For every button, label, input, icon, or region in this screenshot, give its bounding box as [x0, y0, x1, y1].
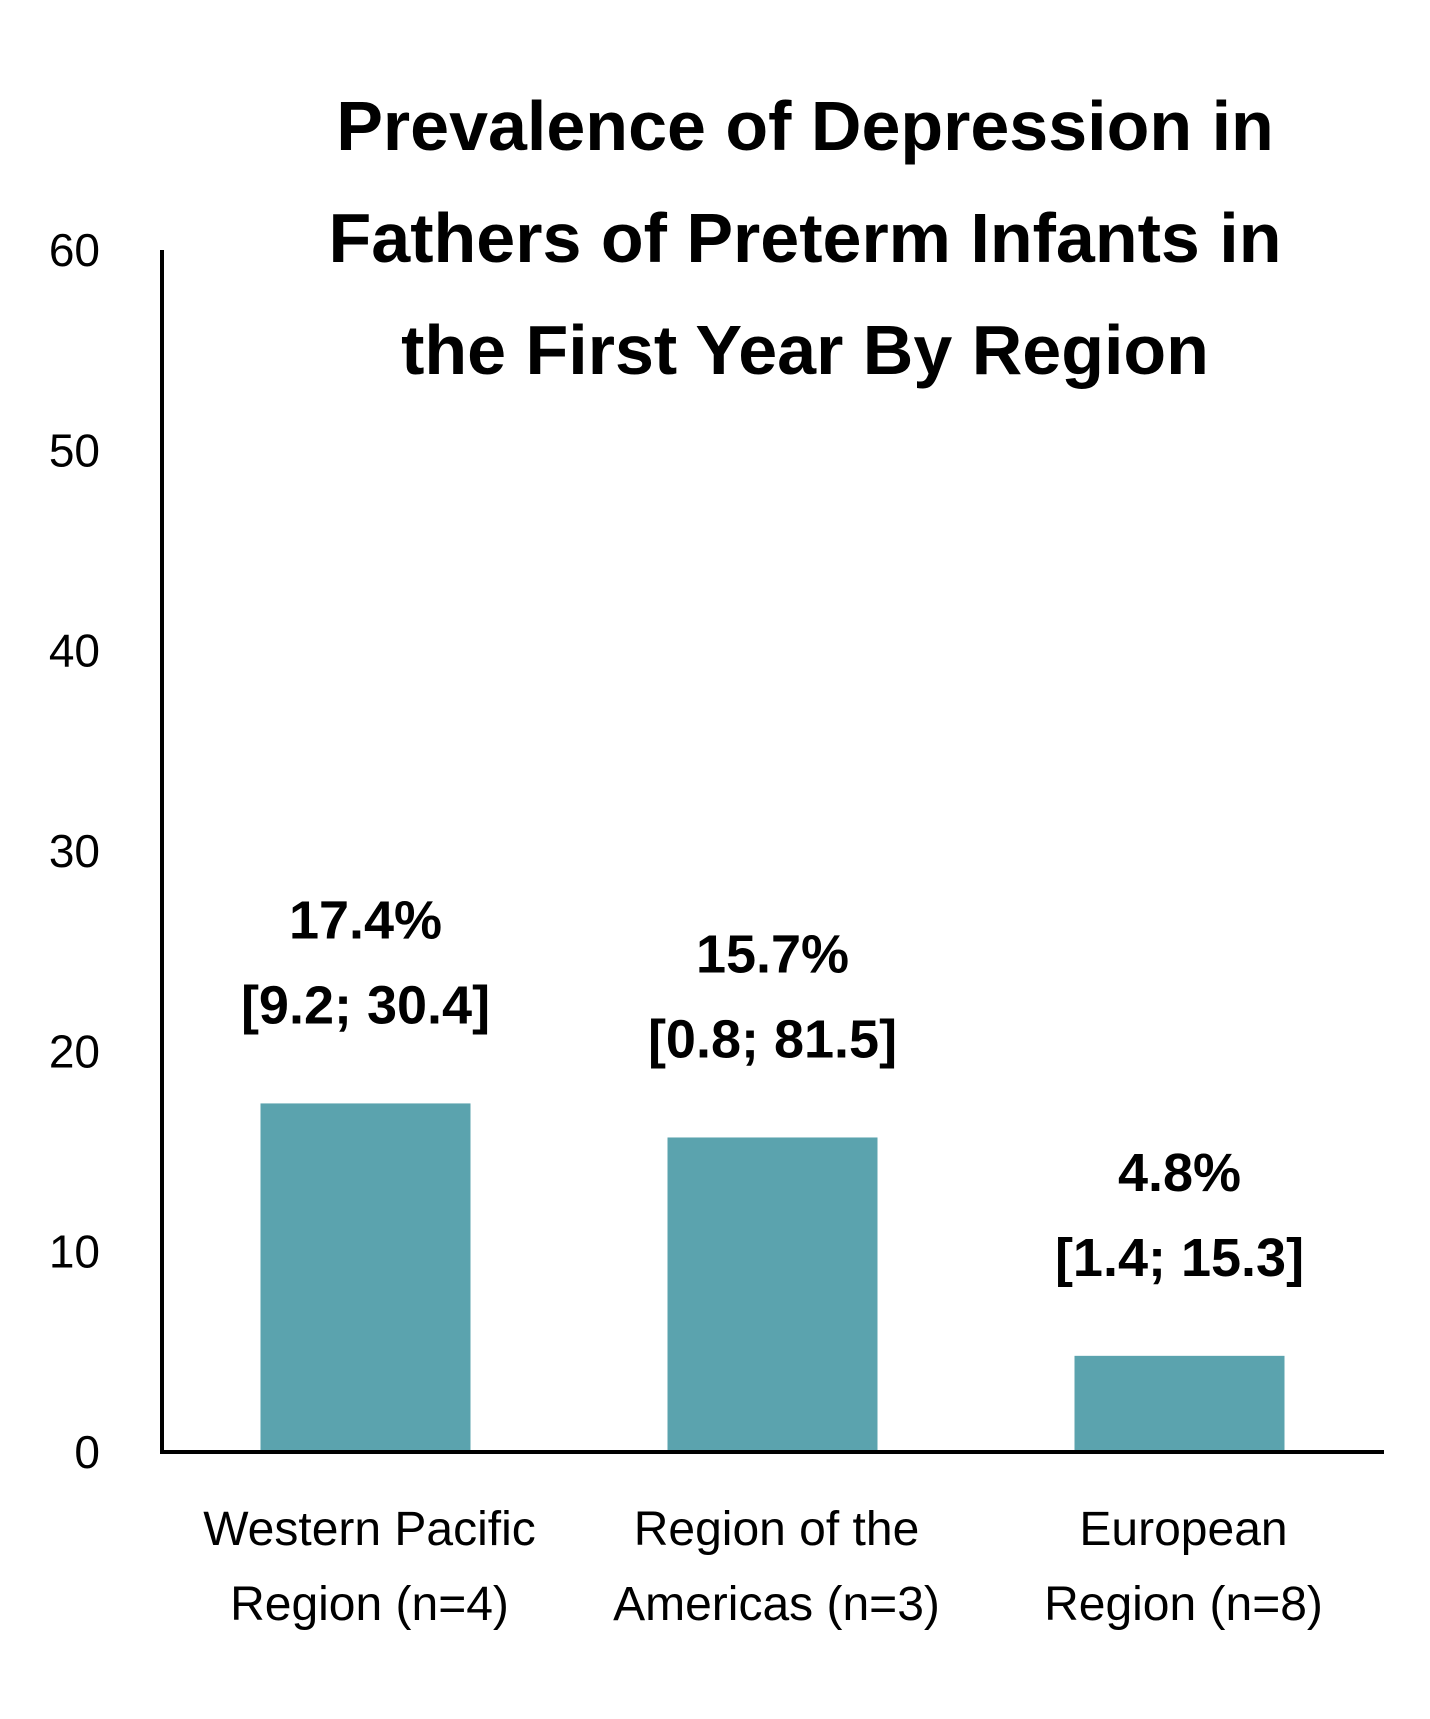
bar: [1074, 1355, 1285, 1452]
bar: [260, 1103, 471, 1452]
y-tick-label: 10: [49, 1226, 100, 1278]
chart-title-line: the First Year By Region: [401, 311, 1209, 389]
x-category-label: Region of the: [634, 1503, 920, 1556]
y-tick-label: 0: [74, 1426, 100, 1478]
chart-title-line: Prevalence of Depression in: [336, 87, 1274, 165]
data-labels: 17.4% [9.2; 30.4] 15.7% [0.8; 81.5] 4.8% [1.4…: [241, 890, 1304, 1287]
x-axis: Western Pacific Region (n=4) Region of the…: [160, 1450, 1384, 1631]
chart-title: Prevalence of Depression in Fathers of Pr…: [329, 87, 1282, 389]
data-label: [9.2; 30.4]: [241, 975, 490, 1035]
x-category-label: Americas (n=3): [613, 1578, 940, 1631]
data-label: [1.4; 15.3]: [1055, 1228, 1304, 1288]
y-tick-label: 40: [49, 625, 100, 677]
y-tick-label: 50: [49, 424, 100, 476]
y-tick-label: 20: [49, 1025, 100, 1077]
data-label: 4.8%: [1118, 1143, 1241, 1203]
chart-title-line: Fathers of Preterm Infants in: [329, 199, 1282, 277]
x-category-label: Region (n=4): [230, 1578, 509, 1631]
y-tick-label: 30: [49, 825, 100, 877]
x-category-label: European: [1079, 1503, 1287, 1556]
data-label: 17.4%: [289, 890, 442, 950]
bars: [260, 1103, 1285, 1452]
data-label: 15.7%: [696, 924, 849, 984]
y-tick-label: 60: [49, 224, 100, 276]
bar: [667, 1137, 878, 1452]
x-category-label: Western Pacific: [203, 1503, 536, 1556]
x-category-label: Region (n=8): [1044, 1578, 1323, 1631]
data-label: [0.8; 81.5]: [648, 1009, 897, 1069]
y-axis: 0 10 20 30 40 50 60: [49, 224, 164, 1478]
